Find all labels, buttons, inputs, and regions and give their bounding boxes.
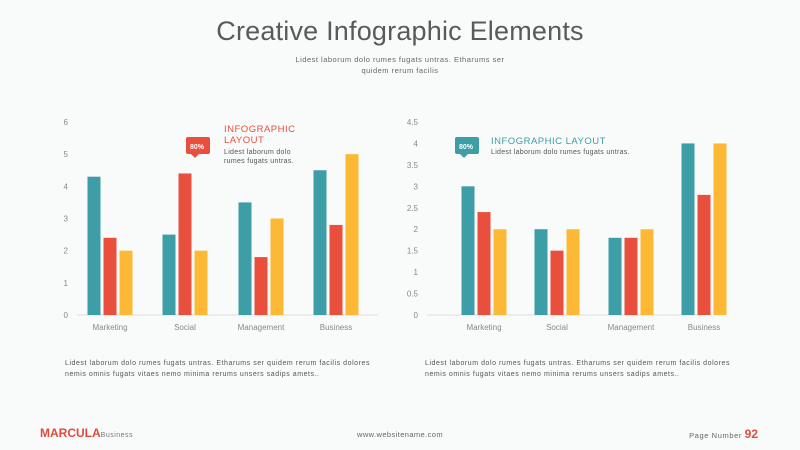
description-right: Lidest laborum dolo rumes fugats untras.… — [425, 360, 730, 378]
y-tick-label: 1 — [414, 268, 419, 277]
percent-badge-label: 80% — [459, 144, 474, 151]
website-text: www.websitename.com — [357, 430, 443, 439]
x-tick-label: Marketing — [92, 323, 127, 332]
bar-business-s1 — [681, 143, 695, 315]
bar-marketing-s1 — [461, 186, 475, 315]
y-tick-label: 5 — [64, 150, 69, 159]
x-tick-label: Business — [688, 323, 720, 332]
bar-business-s3 — [345, 154, 359, 315]
bar-management-s2 — [624, 237, 638, 315]
bar-marketing-s2 — [103, 237, 117, 315]
x-tick-label: Social — [174, 323, 196, 332]
y-tick-label: 0 — [414, 311, 419, 320]
y-tick-label: 2.5 — [407, 204, 419, 213]
bar-marketing-s3 — [493, 229, 507, 315]
bar-management-s3 — [270, 218, 284, 315]
bar-business-s1 — [313, 170, 327, 315]
callout-text-right: Lidest laborum dolo rumes fugats untras. — [491, 149, 630, 156]
bar-management-s1 — [608, 237, 622, 315]
percent-badge-label: 80% — [190, 144, 205, 151]
brand-sub: Business — [100, 432, 134, 439]
bar-marketing-s1 — [87, 176, 101, 315]
bar-chart-left: 0 1 2 3 4 5 6 Marketing Social Management Business… — [64, 118, 378, 332]
percent-badge: 80% — [186, 137, 210, 158]
y-tick-label: 4.5 — [407, 118, 419, 127]
bar-social-s2 — [178, 173, 192, 315]
page-title: Creative Infographic Elements — [216, 16, 584, 46]
bar-business-s3 — [713, 143, 727, 315]
y-tick-label: 1 — [64, 279, 69, 288]
bar-chart-right: 0 0.5 1 1.5 2 2.5 3 3.5 4 4.5 Marketing Social Manag… — [407, 118, 727, 332]
y-tick-label: 0.5 — [407, 290, 419, 299]
bar-management-s3 — [640, 229, 654, 315]
bar-social-s3 — [566, 229, 580, 315]
x-tick-label: Social — [546, 323, 568, 332]
bar-social-s1 — [162, 234, 176, 315]
x-tick-label: Business — [320, 323, 352, 332]
y-tick-label: 4 — [64, 182, 69, 191]
y-tick-label: 4 — [414, 139, 419, 148]
y-tick-label: 6 — [64, 118, 69, 127]
y-tick-label: 3 — [64, 215, 69, 224]
x-tick-label: Management — [608, 323, 655, 332]
bar-marketing-s3 — [119, 250, 133, 315]
callout-text-left: Lidest laborum dolo rumes fugats untras. — [224, 149, 294, 165]
description-left: Lidest laborum dolo rumes fugats untras.… — [65, 360, 370, 378]
page-label: Page Number — [689, 431, 742, 440]
bar-business-s2 — [329, 224, 343, 315]
bar-social-s1 — [534, 229, 548, 315]
callout-title-left: INFOGRAPHIC LAYOUT — [224, 124, 296, 146]
percent-badge: 80% — [455, 137, 479, 158]
bar-business-s2 — [697, 194, 711, 315]
y-tick-label: 1.5 — [407, 247, 419, 256]
x-tick-label: Management — [238, 323, 285, 332]
y-tick-label: 3.5 — [407, 161, 419, 170]
bar-management-s2 — [254, 257, 268, 315]
x-tick-label: Marketing — [466, 323, 501, 332]
brand-logo: MARCULABusiness — [40, 426, 133, 440]
brand-name: MARCULA — [40, 426, 101, 440]
bar-management-s1 — [238, 202, 252, 315]
y-tick-label: 0 — [64, 311, 69, 320]
bar-social-s2 — [550, 250, 564, 315]
bar-social-s3 — [194, 250, 208, 315]
y-tick-label: 2 — [64, 247, 69, 256]
page-subtitle: Lidest laborum dolo rumes fugats untras.… — [295, 55, 505, 75]
y-tick-label: 3 — [414, 182, 419, 191]
page-number-area: Page Number 92 — [689, 427, 758, 441]
bar-marketing-s2 — [477, 212, 491, 315]
page-number: 92 — [744, 427, 758, 441]
callout-title-right: INFOGRAPHIC LAYOUT — [491, 136, 606, 147]
y-tick-label: 2 — [414, 225, 419, 234]
